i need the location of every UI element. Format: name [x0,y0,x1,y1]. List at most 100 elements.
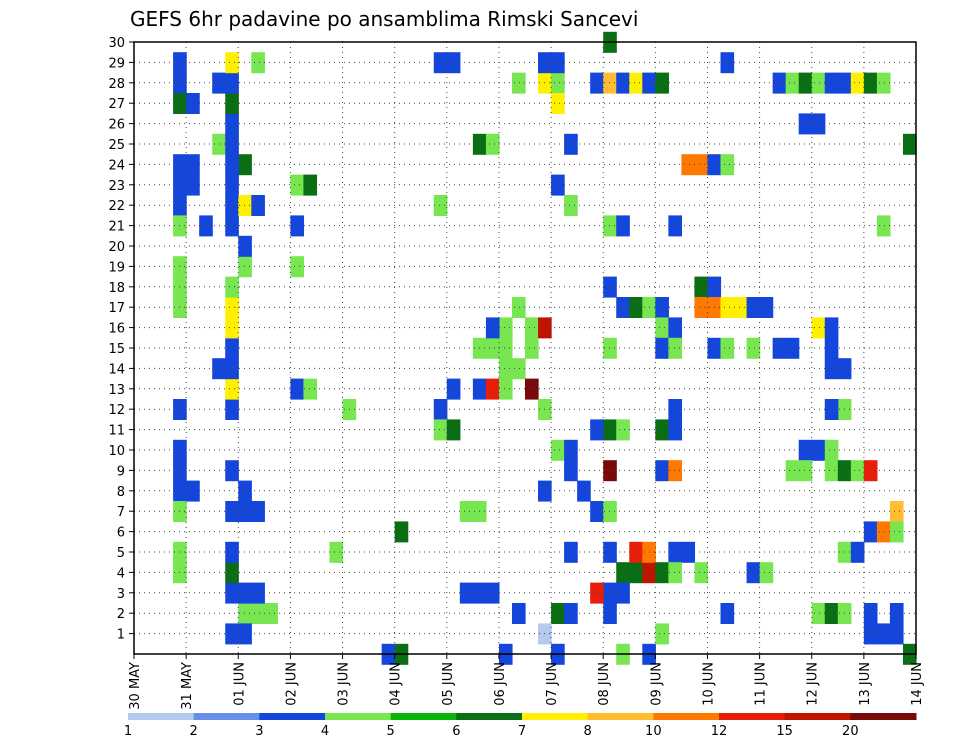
heatmap-cell [225,276,239,298]
heatmap-cell [603,541,617,563]
heatmap-cell [498,378,513,400]
legend-swatch [193,713,260,720]
heatmap-cell [798,460,813,482]
legend-swatch [522,713,589,720]
heatmap-cell [186,480,200,502]
heatmap-cell [668,317,682,339]
heatmap-cell [225,460,239,482]
heatmap-cell [694,276,709,298]
y-tick-label: 6 [117,526,125,541]
heatmap-cell [655,337,669,359]
heatmap-cell [238,501,252,522]
x-tick-label: 14 JUN [910,662,925,706]
heatmap-cell [889,623,904,645]
heatmap-cell [525,378,539,400]
heatmap-cell [303,174,318,196]
heatmap-cell [238,195,252,216]
dotted-grid [134,41,916,654]
heatmap-cell [459,501,474,522]
heatmap-cell [603,72,617,94]
heatmap-cell [225,337,239,359]
heatmap-cell [889,521,904,543]
y-axis-ticks: 1234567891011121314151617181920212223242… [108,36,134,643]
heatmap-cell [498,358,513,380]
heatmap-cell [225,133,239,155]
heatmap-cell [433,399,448,420]
x-tick-label: 13 JUN [858,662,873,706]
heatmap-cell [264,603,278,624]
heatmap-cell [811,439,826,461]
heatmap-cell [746,337,761,359]
heatmap-cell [720,603,735,624]
heatmap-cell [629,541,643,563]
heatmap-cell [511,297,526,318]
heatmap-cell [824,358,839,380]
heatmap-cell [694,297,709,318]
legend-label: 7 [518,724,526,739]
y-tick-label: 25 [108,138,125,153]
heatmap-cell [746,297,761,318]
heatmap-cell [225,317,239,339]
heatmap-cell [394,521,409,543]
heatmap-cell [199,215,213,237]
y-tick-label: 20 [108,240,125,255]
y-tick-label: 23 [108,179,125,194]
heatmap-cell [251,195,265,216]
heatmap-cell [603,460,617,482]
heatmap-cell [446,378,461,400]
heatmap-cell [485,378,500,400]
heatmap-cells [173,31,917,665]
heatmap-cell [303,378,318,400]
heatmap-cell [889,501,904,522]
heatmap-cell [433,52,448,74]
heatmap-cell [629,562,643,584]
heatmap-cell [511,603,526,624]
x-tick-label: 10 JUN [701,662,716,706]
legend-swatch [325,713,392,720]
heatmap-cell [850,460,865,482]
y-tick-label: 1 [117,628,125,643]
legend-swatch [390,713,457,720]
heatmap-cell [485,133,500,155]
heatmap-cell [655,419,669,441]
y-tick-label: 17 [108,301,125,316]
heatmap-cell [798,113,813,135]
y-tick-label: 12 [108,403,125,418]
heatmap-cell [459,582,474,604]
heatmap-cell [564,603,578,624]
heatmap-cell [186,93,200,114]
heatmap-cell [681,541,696,563]
heatmap-cell [225,358,239,380]
heatmap-cell [603,215,617,237]
heatmap-cell [238,603,252,624]
x-tick-label: 31 MAY [180,662,195,710]
legend-swatch [128,713,195,720]
heatmap-cell [655,317,669,339]
heatmap-cell [603,276,617,298]
heatmap-cell [824,399,839,420]
heatmap-cell [225,297,239,318]
y-tick-label: 18 [108,281,125,296]
y-tick-label: 11 [108,424,125,439]
x-tick-label: 06 JUN [493,662,508,706]
heatmap-cell [498,337,513,359]
heatmap-cell [603,501,617,522]
heatmap-cell [225,562,239,584]
heatmap-cell [225,541,239,563]
legend-swatch [784,713,851,720]
heatmap-cell [551,72,565,94]
heatmap-cell [564,541,578,563]
y-tick-label: 4 [117,566,125,581]
y-tick-label: 3 [117,587,125,602]
heatmap-cell [850,72,865,94]
legend-swatch [719,713,786,720]
color-legend: 1 2 3 4 5 6 7 8 10 12 15 20 [124,713,917,739]
y-tick-label: 2 [117,607,125,622]
y-tick-label: 21 [108,220,125,235]
heatmap-cell [616,419,630,441]
heatmap-cell [824,460,839,482]
y-tick-label: 27 [108,97,125,112]
heatmap-cell [759,297,774,318]
heatmap-cell [225,72,239,94]
heatmap-cell [485,582,500,604]
